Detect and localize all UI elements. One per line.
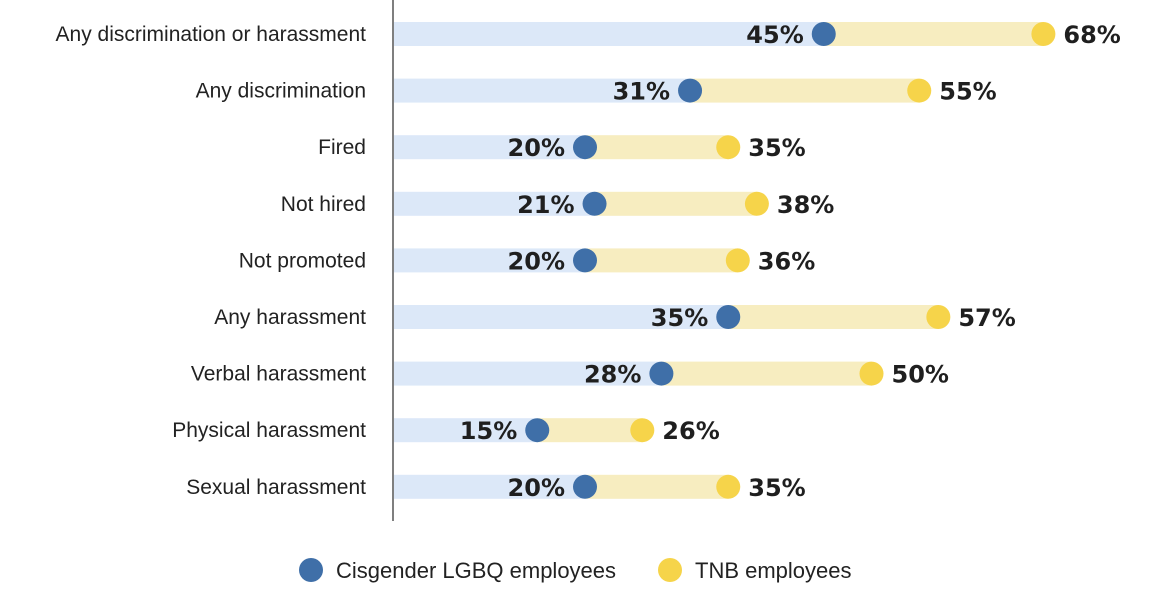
legend-label-tnb: TNB employees (695, 558, 852, 583)
bar-segment-upper (585, 474, 729, 499)
range-bars (394, 22, 1044, 499)
bar-segment-upper (594, 191, 757, 216)
category-label: Any discrimination (196, 80, 366, 103)
data-point-tnb (1031, 22, 1056, 46)
data-point-cisgender-lgbq (678, 78, 703, 103)
value-label-cisgender-lgbq: 31% (613, 78, 670, 106)
category-label: Sexual harassment (186, 476, 366, 499)
category-label: Physical harassment (172, 419, 366, 442)
data-point-cisgender-lgbq (525, 418, 550, 443)
data-point-cisgender-lgbq (716, 305, 741, 329)
bar-segment-upper (728, 305, 939, 329)
bar-segment-upper (585, 248, 738, 273)
data-point-tnb (907, 78, 932, 103)
data-point-cisgender-lgbq (649, 361, 674, 386)
value-label-cisgender-lgbq: 15% (460, 417, 517, 445)
value-label-cisgender-lgbq: 20% (508, 474, 565, 502)
bar-segment-lower (394, 418, 538, 443)
value-label-tnb: 55% (939, 78, 996, 106)
bar-segment-upper (690, 78, 920, 103)
data-point-tnb (716, 474, 741, 499)
value-label-cisgender-lgbq: 35% (651, 304, 708, 332)
legend: Cisgender LGBQ employees TNB employees (299, 558, 852, 583)
bar-segment-lower (394, 474, 585, 499)
data-point-cisgender-lgbq (573, 248, 597, 273)
bar-segment-upper (585, 135, 729, 160)
legend-marker-cisgender-lgbq (299, 558, 323, 582)
bar-segment-lower (394, 248, 585, 273)
data-point-cisgender-lgbq (573, 474, 597, 499)
value-label-cisgender-lgbq: 28% (584, 361, 641, 389)
value-label-tnb: 68% (1063, 21, 1120, 49)
value-label-tnb: 38% (777, 191, 834, 219)
data-point-tnb (744, 191, 769, 216)
value-label-tnb: 35% (748, 474, 805, 502)
category-label: Fired (318, 136, 366, 159)
value-label-cisgender-lgbq: 20% (508, 247, 565, 275)
bar-segment-upper (661, 361, 872, 386)
bar-segment-upper (537, 418, 643, 443)
data-point-tnb (716, 135, 741, 160)
category-labels: Any discrimination or harassment Any disc… (56, 23, 367, 499)
category-label: Any harassment (214, 306, 366, 329)
value-label-tnb: 50% (892, 361, 949, 389)
category-label: Not promoted (239, 249, 366, 272)
data-point-tnb (725, 248, 750, 273)
bar-segment-lower (394, 191, 595, 216)
bar-segment-lower (394, 305, 729, 329)
data-point-tnb (859, 361, 884, 386)
value-label-cisgender-lgbq: 45% (746, 21, 803, 49)
data-point-tnb (630, 418, 655, 443)
value-label-cisgender-lgbq: 21% (517, 191, 574, 219)
bar-segment-upper (823, 22, 1044, 46)
category-label: Not hired (281, 193, 366, 216)
category-label: Any discrimination or harassment (56, 23, 367, 46)
value-labels: 45% 68% 31% 55% 20% 35% 21% 38% 20% 36% 35% 57% 28% 5… (460, 21, 1121, 502)
bar-segment-lower (394, 135, 585, 160)
data-point-cisgender-lgbq (582, 191, 607, 216)
value-label-tnb: 36% (758, 247, 815, 275)
data-points (525, 22, 1056, 499)
value-label-tnb: 57% (958, 304, 1015, 332)
bar-segment-lower (394, 78, 691, 103)
legend-marker-tnb (658, 558, 682, 582)
bar-segment-lower (394, 22, 824, 46)
data-point-cisgender-lgbq (811, 22, 836, 46)
value-label-tnb: 26% (662, 417, 719, 445)
legend-label-cisgender-lgbq: Cisgender LGBQ employees (336, 558, 616, 583)
data-point-cisgender-lgbq (573, 135, 597, 160)
bar-segment-lower (394, 361, 662, 386)
value-label-cisgender-lgbq: 20% (508, 134, 565, 162)
value-label-tnb: 35% (748, 134, 805, 162)
data-point-tnb (926, 305, 951, 329)
category-label: Verbal harassment (191, 363, 366, 386)
